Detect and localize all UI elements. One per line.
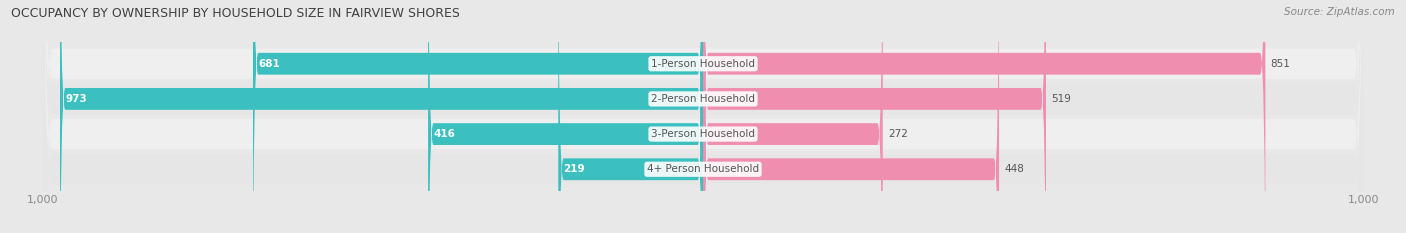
FancyBboxPatch shape (558, 0, 703, 233)
Text: 3-Person Household: 3-Person Household (651, 129, 755, 139)
Text: 272: 272 (889, 129, 908, 139)
FancyBboxPatch shape (703, 0, 1000, 233)
Text: OCCUPANCY BY OWNERSHIP BY HOUSEHOLD SIZE IN FAIRVIEW SHORES: OCCUPANCY BY OWNERSHIP BY HOUSEHOLD SIZE… (11, 7, 460, 20)
FancyBboxPatch shape (253, 0, 703, 233)
FancyBboxPatch shape (42, 0, 1364, 233)
FancyBboxPatch shape (42, 0, 1364, 233)
FancyBboxPatch shape (42, 0, 1364, 233)
FancyBboxPatch shape (703, 0, 1046, 233)
Text: 851: 851 (1271, 59, 1291, 69)
Text: 2-Person Household: 2-Person Household (651, 94, 755, 104)
Text: 219: 219 (564, 164, 585, 174)
Text: 519: 519 (1052, 94, 1071, 104)
FancyBboxPatch shape (427, 0, 703, 233)
Text: 4+ Person Household: 4+ Person Household (647, 164, 759, 174)
Text: 1-Person Household: 1-Person Household (651, 59, 755, 69)
Text: 973: 973 (65, 94, 87, 104)
Text: Source: ZipAtlas.com: Source: ZipAtlas.com (1284, 7, 1395, 17)
Text: 416: 416 (433, 129, 456, 139)
Text: 448: 448 (1004, 164, 1024, 174)
FancyBboxPatch shape (42, 0, 1364, 233)
Text: 681: 681 (259, 59, 280, 69)
FancyBboxPatch shape (60, 0, 703, 233)
FancyBboxPatch shape (703, 0, 883, 233)
FancyBboxPatch shape (703, 0, 1265, 233)
